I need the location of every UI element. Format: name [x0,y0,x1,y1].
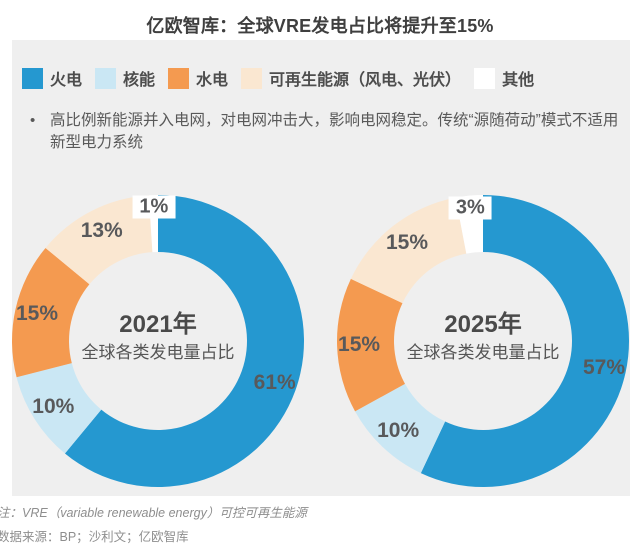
pie-slice-火电 [420,195,630,487]
legend-item-label: 其他 [502,72,535,89]
donut-center-text: 2021年全球各类发电量占比 [12,311,304,365]
pie-slice-核能 [355,383,446,474]
donut-center-subtitle: 全球各类发电量占比 [81,343,235,362]
legend-item-火电: 火电 [22,66,82,90]
legend-color-swatch [474,67,496,89]
legend-color-swatch [95,67,117,89]
legend-item-label: 核能 [123,72,156,89]
legend-color-swatch [22,67,43,89]
slice-value-label-其他: 3% [448,196,492,220]
donut-center-year: 2025年 [444,311,522,338]
slice-value-label-可再生能源（风电、光伏）: 15% [385,231,428,255]
donut-chart-2025: 57% 10% 15% 15% 3% 2025年全球各类发电量占比 [337,195,630,487]
slice-value-label-水电: 15% [15,301,58,325]
donut-center-year: 2021年 [119,311,197,338]
legend-item-其他: 其他 [474,66,534,90]
chart-panel: 火电 核能 水电 可再生能源（风电、光伏） 其他 • 高比例新能源并入电网，对电网冲击大… [12,40,630,496]
legend-color-swatch [241,67,263,89]
legend-item-核能: 核能 [95,66,155,90]
legend-item-label: 水电 [196,72,229,89]
slice-value-label-火电: 57% [582,356,626,380]
legend-item-label: 可再生能源（风电、光伏） [269,72,462,89]
page-title: 亿欧智库：全球VRE发电占比将提升至15% [146,16,494,36]
footnote-note: 注：VRE（variable renewable energy）可控可再生能源 [0,506,307,520]
donut-chart-2021: 61% 10% 15% 13% 1% 2021年全球各类发电量占比 [12,195,305,487]
pie-slice-可再生能源（风电、光伏） [350,197,467,304]
donut-center-text: 2025年全球各类发电量占比 [337,311,629,365]
footnote-source: 数据来源：BP；沙利文；亿欧智库 [0,530,189,544]
pie-slice-水电 [337,278,406,412]
bullet-marker: • [30,112,36,129]
pie-slice-火电 [64,195,305,487]
slice-value-label-核能: 10% [377,419,420,443]
legend: 火电 核能 水电 可再生能源（风电、光伏） 其他 [22,66,534,90]
legend-item-label: 火电 [50,72,83,89]
pie-slice-可再生能源（风电、光伏） [45,195,153,285]
slice-value-label-可再生能源（风电、光伏）: 13% [80,218,123,242]
slice-value-label-火电: 61% [253,371,296,394]
legend-color-swatch [168,67,190,89]
slice-value-label-其他: 1% [132,195,176,219]
key-insight-text: 高比例新能源并入电网，对电网冲击大，影响电网稳定。传统“源随荷动”模式不适用新型… [50,112,619,151]
slice-value-label-水电: 15% [338,332,381,356]
legend-item-可再生能源（风电、光伏）: 可再生能源（风电、光伏） [241,66,461,90]
pie-slice-核能 [16,363,102,454]
key-insight: • 高比例新能源并入电网，对电网冲击大，影响电网稳定。传统“源随荷动”模式不适用… [30,110,620,154]
slice-value-label-核能: 10% [32,395,75,419]
donut-center-subtitle: 全球各类发电量占比 [406,343,560,362]
legend-item-水电: 水电 [168,66,228,90]
pie-slice-水电 [12,247,90,378]
